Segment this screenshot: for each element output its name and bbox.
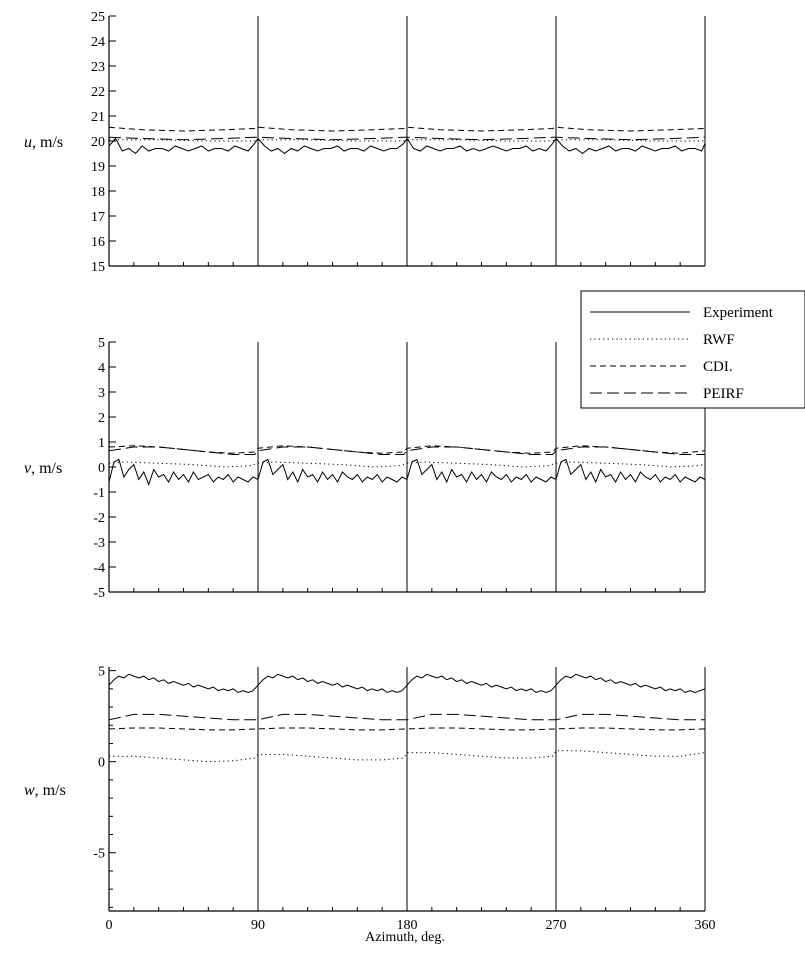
series-line-experiment (108, 137, 706, 155)
panel-u: 15 16 17 18 19 20 21 22 23 24 25 u, m/s (24, 10, 706, 275)
y-tick-label: 18 (91, 185, 105, 200)
y-axis-label: w, m/s (24, 782, 66, 799)
legend-label: CDI. (703, 359, 733, 375)
series-line-rwf (109, 750, 706, 763)
y-axis-variable: w (24, 782, 35, 799)
y-tick-label: 21 (91, 110, 105, 125)
x-tick-label: 0 (106, 918, 113, 933)
y-tick-label: 3 (98, 386, 105, 401)
legend: Experiment RWF CDI. PEIRF (580, 290, 805, 409)
y-axis-variable: u (24, 134, 32, 151)
y-tick-label: 20 (91, 135, 105, 150)
legend-label: RWF (703, 332, 735, 348)
x-tick-label: 270 (546, 918, 567, 933)
series-line-peirf (108, 136, 706, 141)
series-line-cdi (108, 445, 706, 454)
y-tick-label: 16 (91, 235, 105, 250)
y-tick-label: 1 (98, 436, 105, 451)
series-line-experiment (108, 673, 706, 694)
y-tick-label: 22 (91, 85, 105, 100)
y-tick-label: 23 (91, 60, 105, 75)
y-tick-label: -1 (93, 486, 105, 501)
y-tick-label: 24 (91, 35, 105, 50)
y-tick-label: 5 (98, 665, 105, 680)
y-axis-unit: , m/s (35, 782, 66, 799)
legend-label: Experiment (703, 305, 774, 321)
y-axis-unit: , m/s (31, 460, 62, 477)
legend-label: PEIRF (703, 386, 744, 402)
y-axis-variable: v (24, 460, 32, 477)
y-tick-label: 25 (91, 10, 105, 25)
y-tick-label: 0 (98, 756, 105, 771)
series-line-cdi (108, 126, 706, 132)
y-tick-label: -5 (93, 586, 105, 601)
y-axis-label: u, m/s (24, 134, 63, 151)
panel-w: -5 0 5 0 90 180 270 360 Azimuth, deg. w, m/s (24, 665, 716, 945)
y-tick-label: 0 (98, 461, 105, 476)
series-line-peirf (108, 713, 705, 721)
y-tick-label: -3 (93, 536, 105, 551)
y-tick-label: -5 (93, 847, 105, 862)
y-tick-label: -2 (93, 511, 105, 526)
y-tick-label: 4 (98, 361, 105, 376)
y-axis-unit: , m/s (32, 134, 63, 151)
y-tick-label: 17 (91, 210, 105, 225)
x-axis-label: Azimuth, deg. (365, 930, 445, 945)
y-tick-label: 15 (91, 260, 105, 275)
y-tick-label: 19 (91, 160, 105, 175)
series-line-experiment (108, 458, 706, 486)
x-tick-label: 90 (251, 918, 265, 933)
y-tick-label: 2 (98, 411, 105, 426)
series-line-peirf (108, 446, 705, 455)
y-tick-label: -4 (93, 561, 105, 576)
y-axis-label: v, m/s (24, 460, 62, 477)
legend-box (580, 290, 805, 409)
y-tick-label: 5 (98, 336, 105, 351)
x-tick-label: 180 (397, 918, 418, 933)
panel-v: -5 -4 -3 -2 -1 0 1 2 3 4 5 v, m/s (24, 336, 706, 601)
x-tick-label: 360 (695, 918, 716, 933)
